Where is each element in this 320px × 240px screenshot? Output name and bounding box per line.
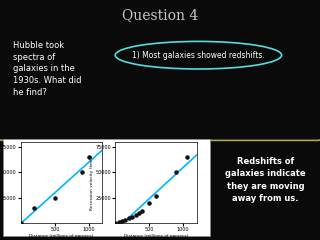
- Point: [154, 194, 159, 198]
- Y-axis label: Recession velocity (km/s): Recession velocity (km/s): [90, 155, 94, 210]
- FancyBboxPatch shape: [0, 0, 320, 140]
- Point: [86, 155, 92, 159]
- X-axis label: Distance (millions of parsecs): Distance (millions of parsecs): [29, 234, 94, 238]
- Point: [133, 213, 138, 217]
- Point: [136, 211, 141, 215]
- Point: [123, 218, 128, 222]
- FancyBboxPatch shape: [3, 139, 210, 236]
- Text: 1) Most galaxies showed redshifts.: 1) Most galaxies showed redshifts.: [132, 51, 265, 60]
- Text: Hubble took
spectra of
galaxies in the
1930s. What did
he find?: Hubble took spectra of galaxies in the 1…: [13, 41, 81, 97]
- Text: Question 4: Question 4: [122, 9, 198, 23]
- Point: [126, 216, 131, 220]
- Point: [140, 209, 145, 213]
- Point: [119, 219, 124, 223]
- Point: [52, 196, 57, 200]
- Ellipse shape: [115, 41, 282, 69]
- Point: [184, 155, 189, 159]
- Point: [18, 221, 23, 225]
- Point: [174, 170, 179, 174]
- Point: [130, 215, 135, 218]
- Text: Redshifts of
galaxies indicate
they are moving
away from us.: Redshifts of galaxies indicate they are …: [225, 157, 306, 203]
- Point: [113, 221, 118, 225]
- Point: [116, 220, 121, 224]
- X-axis label: Distance (millions of parsecs): Distance (millions of parsecs): [124, 234, 188, 238]
- Point: [147, 201, 152, 205]
- Point: [32, 206, 37, 210]
- Point: [79, 170, 84, 174]
